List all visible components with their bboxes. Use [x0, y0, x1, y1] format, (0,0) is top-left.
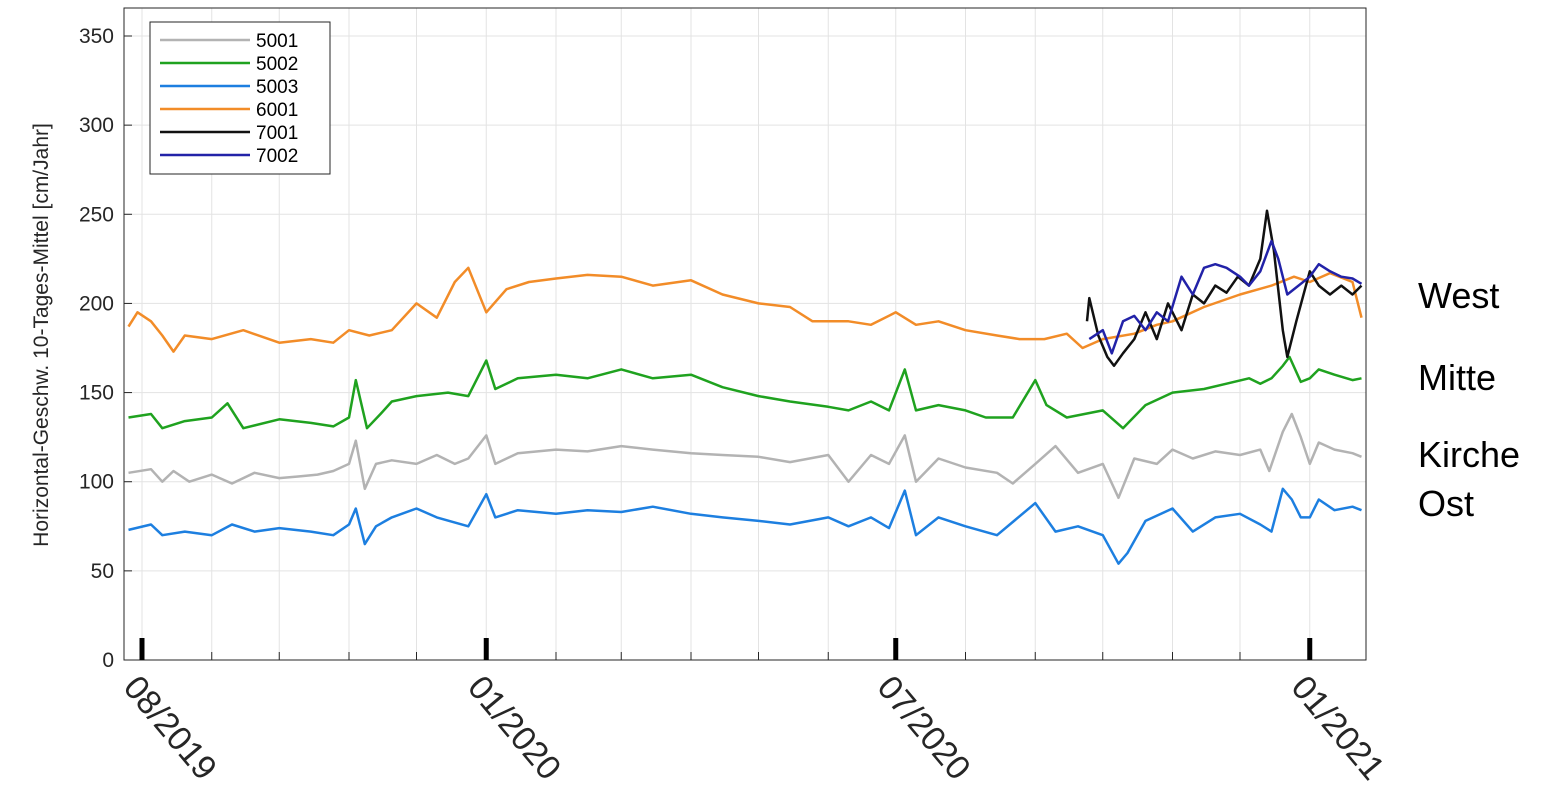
series-line-5003 [128, 487, 1362, 565]
x-major-tick [1307, 638, 1313, 660]
plot-frame [123, 7, 1367, 661]
legend-entry: 5001 [256, 31, 298, 52]
legend-box [149, 21, 331, 175]
y-axis-label: Horizontal-Geschw. 10-Tages-Mittel [cm/J… [30, 123, 53, 547]
legend-entry: 7001 [256, 123, 298, 144]
legend-entry: 5003 [256, 77, 298, 98]
group-label-mitte: Mitte [1418, 357, 1496, 398]
x-major-tick [139, 638, 145, 660]
y-tick-label: 100 [79, 471, 114, 494]
y-tick-label: 150 [79, 382, 114, 405]
series-lines [127, 209, 1363, 565]
x-tick-label: 08/2019 [116, 669, 224, 788]
y-tick-label: 350 [79, 25, 114, 48]
legend-entry: 7002 [256, 146, 298, 167]
series-line-6001 [127, 266, 1363, 353]
series-line-5001 [128, 412, 1362, 500]
y-tick-label: 50 [91, 560, 114, 583]
y-axis: 0 50 100 150 200 250 300 350 [79, 25, 132, 672]
x-major-tick [893, 638, 899, 660]
legend-entry: 6001 [256, 100, 298, 121]
y-tick-label: 300 [79, 114, 114, 137]
group-labels: West Mitte Kirche Ost [1418, 275, 1520, 524]
group-label-ost: Ost [1418, 483, 1474, 524]
group-label-west: West [1418, 275, 1499, 316]
x-tick-label: 01/2020 [460, 669, 568, 788]
series-line-7001 [1085, 209, 1363, 368]
x-tick-label: 07/2020 [870, 669, 978, 788]
x-tick-label: 01/2021 [1284, 669, 1392, 788]
grid [124, 8, 1366, 661]
legend-entry: 5002 [256, 54, 298, 75]
x-major-tick [483, 638, 489, 660]
y-tick-label: 200 [79, 292, 114, 315]
y-tick-label: 0 [102, 649, 114, 672]
series-line-7002 [1088, 239, 1363, 355]
series-line-5002 [128, 355, 1362, 430]
group-label-kirche: Kirche [1418, 434, 1520, 475]
y-tick-label: 250 [79, 203, 114, 226]
